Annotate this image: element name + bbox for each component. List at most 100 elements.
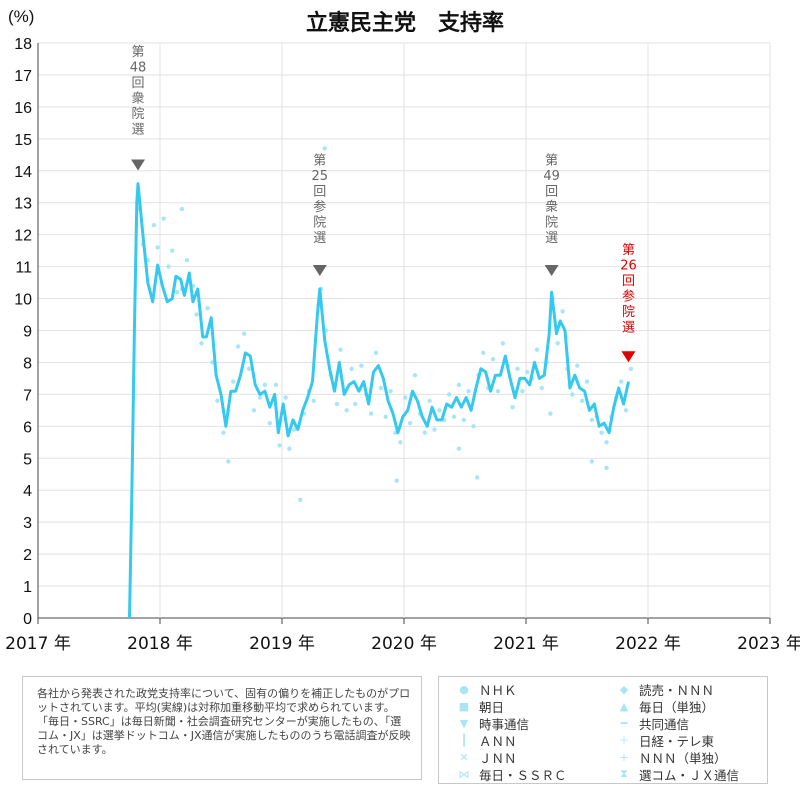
scatter-point (560, 309, 565, 314)
scatter-point (589, 417, 595, 423)
scatter-points (135, 146, 634, 503)
legend-label: 時事通信 (479, 716, 530, 732)
x-tick-label: 2018 年 (127, 634, 193, 654)
annotation-label: 回 (132, 76, 145, 91)
scatter-point (398, 440, 403, 445)
y-tick-label: 15 (14, 132, 32, 149)
scatter-point (570, 392, 575, 397)
annotation-label: 院 (132, 107, 145, 122)
scatter-point (604, 465, 609, 471)
annotation-marker (131, 159, 146, 171)
annotation-marker (544, 264, 559, 276)
scatter-point (461, 417, 466, 423)
scatter-point (283, 395, 288, 400)
legend-item: ▼ 時事通信 (449, 715, 609, 732)
scatter-point (292, 427, 297, 432)
legend-item: ┃ ＡＮＮ (449, 732, 609, 749)
legend-label: ＡＮＮ (479, 733, 517, 749)
scatter-point (589, 459, 595, 464)
x-tick-label: 2022 年 (615, 634, 681, 654)
legend-label: 読売・ＮＮＮ (639, 682, 715, 698)
scatter-point (446, 392, 452, 397)
scatter-point (334, 401, 340, 407)
square-icon: ■ (458, 699, 470, 713)
x-tick-label: 2023 年 (737, 634, 800, 654)
legend-item: ◆ 読売・ＮＮＮ (609, 681, 769, 698)
scatter-point (235, 344, 241, 349)
legend-item: ＋ 日経・テレ東 (609, 732, 769, 749)
x-tick-label: 2020 年 (371, 634, 437, 654)
scatter-point (548, 411, 553, 416)
scatter-point (349, 366, 354, 372)
scatter-point (257, 395, 263, 400)
chart-title: 立憲民主党 支持率 (306, 10, 504, 36)
scatter-point (338, 347, 343, 352)
legend-item: ✕ ＪＮＮ (449, 749, 609, 766)
circle-icon: ● (459, 682, 469, 696)
annotation-label: 参 (313, 199, 326, 215)
x-tick-label: 2019 年 (249, 634, 315, 654)
legend-item: ■ 朝日 (449, 698, 609, 715)
legend-item: ━ 共同通信 (609, 715, 769, 732)
scatter-point (407, 420, 413, 426)
bowtie-icon: ⋈ (458, 767, 470, 781)
scatter-point (466, 388, 471, 394)
scatter-point (525, 369, 530, 375)
scatter-point (205, 305, 210, 311)
scatter-point (246, 366, 252, 372)
scatter-point (241, 331, 247, 336)
scatter-point (539, 385, 545, 391)
y-tick-label: 18 (14, 36, 32, 53)
thin-plus-icon: + (619, 750, 629, 764)
dash-icon: ━ (620, 716, 628, 730)
annotation-label: 回 (313, 184, 326, 199)
y-tick-label: 6 (23, 419, 32, 436)
scatter-point (584, 379, 590, 384)
average-line (128, 182, 630, 619)
scatter-point (359, 363, 364, 368)
legend-item: ▲ 毎日（単独） (609, 698, 769, 715)
chart: 立憲民主党 支持率 (%) 01234567891011121314151617… (5, 7, 800, 654)
legend-label: 朝日 (479, 699, 505, 715)
x-ticks: 2017 年 2018 年 2019 年 2020 年 2021 年 2022 年 2023… (5, 634, 800, 654)
hourglass-icon: ⧗ (620, 767, 628, 781)
scatter-point (394, 478, 399, 483)
annotation-label: 48 (130, 60, 147, 75)
y-tick-label: 12 (14, 228, 32, 245)
scatter-point (267, 420, 272, 426)
scatter-point (500, 341, 506, 346)
scatter-point (221, 430, 226, 435)
scatter-point (456, 382, 462, 388)
scatter-point (194, 312, 199, 317)
y-tick-label: 17 (14, 68, 32, 85)
legend: ● ＮＨＫ ◆ 読売・ＮＮＮ ■ 朝日 ▲ 毎日（単独） ▼ 時事通信 ━ 共同通信 ┃ ＡＮＮ ＋ 日経・テ… (438, 676, 768, 784)
annotation-label: 院 (622, 305, 635, 320)
legend-item: ⧗ 選コム・ＪＸ通信 (609, 766, 769, 783)
scatter-point (231, 379, 236, 384)
scatter-point (155, 245, 160, 250)
annotation-label: 衆 (545, 199, 558, 215)
cross-icon: ✕ (459, 750, 469, 764)
annotation-label: 第 (313, 153, 326, 168)
scatter-point (520, 388, 525, 394)
y-tick-label: 5 (23, 451, 32, 468)
scatter-point (456, 446, 462, 451)
scatter-point (555, 341, 560, 346)
y-tick-label: 7 (23, 387, 32, 404)
scatter-point (490, 357, 496, 362)
legend-label: 毎日・ＳＳＲＣ (479, 767, 567, 783)
triangle-down-icon: ▼ (459, 716, 469, 730)
scatter-point (166, 264, 171, 269)
legend-item: + ＮＮＮ（単独） (609, 749, 769, 766)
annotation-label: 第 (545, 153, 558, 168)
y-tick-label: 3 (23, 515, 32, 532)
scatter-point (515, 366, 520, 372)
y-axis-label: (%) (8, 7, 34, 26)
annotation-label: 回 (545, 184, 558, 199)
x-tick-label: 2021 年 (493, 634, 559, 654)
scatter-point (437, 408, 442, 413)
y-tick-label: 14 (14, 164, 32, 181)
